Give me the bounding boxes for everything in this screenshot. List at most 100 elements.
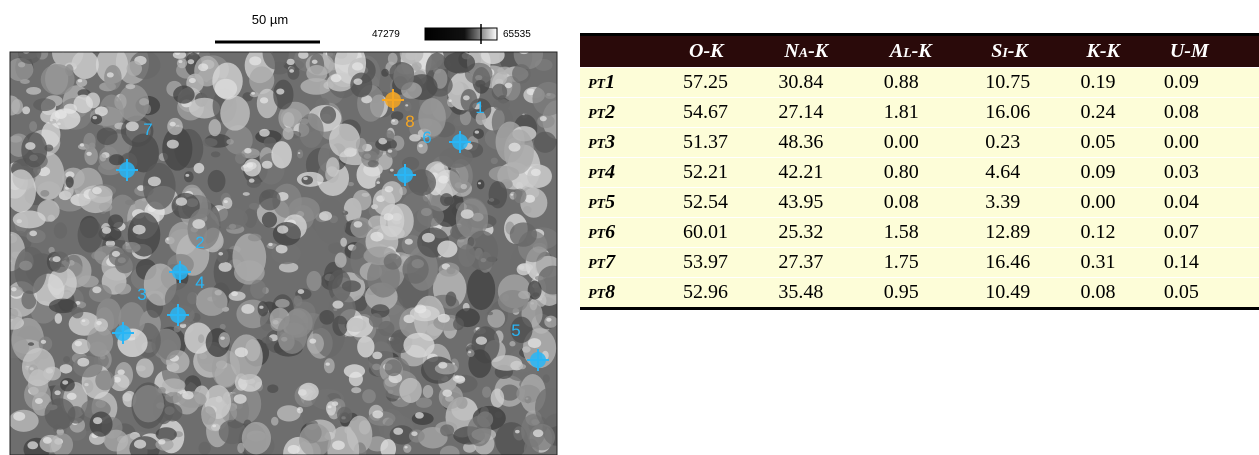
texture-hl (390, 169, 394, 172)
texture-hl (476, 336, 487, 344)
texture (88, 186, 112, 204)
texture-hl (393, 428, 403, 435)
marker-label: 8 (405, 112, 414, 131)
texture (89, 284, 112, 302)
row-label: pt6 (580, 218, 683, 248)
texture (514, 189, 527, 204)
texture (384, 253, 402, 269)
texture (243, 192, 250, 196)
texture (320, 106, 336, 124)
sem-image: 71682435 (0, 36, 571, 455)
texture (164, 406, 174, 415)
texture (326, 157, 339, 177)
texture-hl (158, 439, 165, 444)
texture (198, 442, 210, 455)
texture (380, 204, 404, 237)
texture (133, 385, 164, 422)
texture-hl (62, 380, 68, 384)
intensity-bar (425, 28, 497, 40)
texture (537, 114, 554, 128)
texture (235, 153, 246, 164)
texture (458, 244, 475, 267)
texture-hl (518, 45, 530, 54)
texture (73, 95, 92, 114)
cell: 30.84 (778, 68, 883, 98)
texture-hl (178, 60, 182, 63)
corner (580, 35, 683, 68)
cell: 1.58 (884, 218, 985, 248)
texture (447, 97, 456, 108)
texture (90, 411, 113, 436)
column-header: Na-K (778, 35, 883, 68)
texture-hl (220, 336, 225, 339)
texture (306, 271, 321, 291)
texture-hl (82, 319, 86, 322)
texture-hl (235, 347, 248, 357)
texture (273, 80, 293, 110)
texture (125, 200, 135, 206)
texture (262, 337, 273, 344)
texture-hl (29, 231, 37, 237)
texture (230, 334, 263, 380)
cell: 10.75 (985, 68, 1080, 98)
cell: 35.48 (778, 278, 883, 309)
texture (335, 253, 347, 268)
texture-hl (27, 441, 38, 449)
column-header: U-M (1164, 35, 1259, 68)
texture (21, 132, 47, 167)
texture (324, 358, 335, 373)
cell: 0.80 (884, 158, 985, 188)
texture-hl (372, 410, 383, 418)
texture-hl (224, 200, 228, 203)
texture (382, 181, 403, 203)
marker-label: 5 (511, 321, 520, 340)
texture-hl (515, 430, 520, 433)
page: 50 µm 47279 65535 71682435 O-KNa-KAl-KSi… (0, 0, 1259, 455)
texture (297, 149, 303, 158)
cell: 0.08 (884, 188, 985, 218)
cell: 0.05 (1164, 278, 1259, 309)
texture-hl (218, 252, 223, 256)
row-label: pt4 (580, 158, 683, 188)
texture (97, 127, 118, 145)
cell: 0.09 (1164, 68, 1259, 98)
texture-hl (50, 119, 53, 121)
texture-hl (262, 161, 273, 169)
row-label: pt2 (580, 98, 683, 128)
table-row: pt351.3748.360.000.230.050.00 (580, 128, 1259, 158)
texture (18, 252, 33, 271)
texture (491, 388, 505, 407)
texture (26, 87, 41, 95)
texture-hl (92, 187, 102, 194)
texture (144, 104, 151, 114)
texture-hl (43, 437, 52, 444)
texture-hl (370, 232, 383, 242)
texture-hl (251, 92, 255, 95)
texture (409, 430, 425, 443)
texture (482, 387, 491, 398)
texture (509, 341, 515, 346)
texture (475, 80, 485, 88)
texture (91, 114, 102, 124)
texture (440, 424, 454, 436)
texture-hl (246, 162, 253, 167)
texture-hl (219, 262, 232, 272)
texture-hl (53, 256, 61, 262)
texture-hl (266, 45, 277, 53)
texture (215, 207, 248, 229)
cell: 0.19 (1081, 68, 1164, 98)
texture (209, 119, 222, 136)
texture (40, 190, 49, 197)
row-label: pt7 (580, 248, 683, 278)
texture (47, 215, 54, 222)
table-row: pt157.2530.840.8810.750.190.09 (580, 68, 1259, 98)
texture (277, 405, 301, 421)
cell: 52.96 (683, 278, 778, 309)
texture-hl (461, 209, 474, 219)
cell: 0.08 (1081, 278, 1164, 309)
texture-hl (60, 364, 73, 373)
row-label: pt5 (580, 188, 683, 218)
texture (248, 234, 262, 242)
cell: 57.25 (683, 68, 778, 98)
